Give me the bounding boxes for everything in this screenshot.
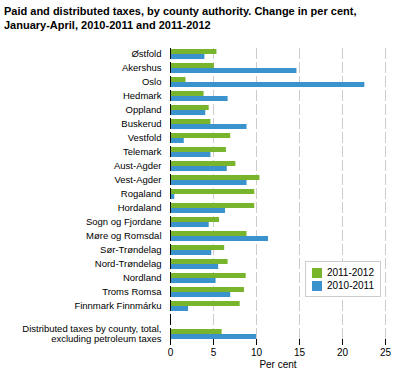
svg-text:Vest-Agder: Vest-Agder [115, 174, 162, 185]
html-text:Paid and distributed taxes, by: Paid and distributed taxes, by county au… [4, 5, 357, 31]
svg-text:15: 15 [294, 347, 306, 358]
svg-text:Aust-Agder: Aust-Agder [114, 160, 162, 171]
svg-text:10: 10 [251, 347, 263, 358]
svg-text:Per cent: Per cent [259, 359, 296, 370]
svg-text:Oslo: Oslo [142, 76, 162, 87]
svg-text:Rogaland: Rogaland [121, 188, 162, 199]
svg-text:Hedmark: Hedmark [123, 90, 162, 101]
svg-text:Akershus: Akershus [122, 62, 162, 73]
svg-text:Nordland: Nordland [123, 272, 162, 283]
svg-text:Vestfold: Vestfold [128, 132, 162, 143]
svg-text:Hordaland: Hordaland [118, 202, 162, 213]
svg-text:Sør-Trøndelag: Sør-Trøndelag [100, 244, 161, 255]
svg-text:5: 5 [211, 347, 217, 358]
svg-text:Finnmark Finnmárku: Finnmark Finnmárku [74, 300, 161, 311]
svg-text:Møre og Romsdal: Møre og Romsdal [86, 230, 162, 241]
svg-text:Sogn og Fjordane: Sogn og Fjordane [86, 216, 162, 227]
svg-text:Nord-Trøndelag: Nord-Trøndelag [95, 258, 162, 269]
svg-text:Distributed taxes by county, t: Distributed taxes by county, total,exclu… [22, 323, 161, 344]
html-text:2010-2011: 2010-2011 [326, 280, 374, 291]
svg-text:0: 0 [168, 347, 174, 358]
svg-text:Telemark: Telemark [123, 146, 162, 157]
svg-text:Østfold: Østfold [131, 48, 161, 59]
svg-text:Oppland: Oppland [126, 104, 162, 115]
svg-text:Buskerud: Buskerud [121, 118, 161, 129]
html-text:2011-2012: 2011-2012 [326, 267, 374, 278]
svg-text:20: 20 [337, 347, 349, 358]
svg-text:Troms Romsa: Troms Romsa [102, 286, 162, 297]
svg-text:25: 25 [380, 347, 392, 358]
